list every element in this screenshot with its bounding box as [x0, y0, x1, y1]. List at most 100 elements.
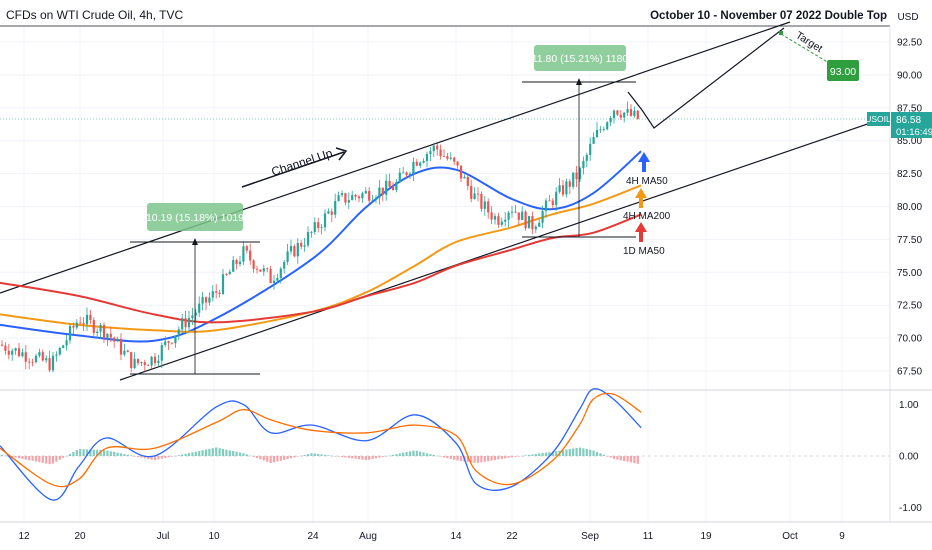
candle — [602, 126, 605, 132]
candle — [24, 344, 27, 370]
candle — [391, 181, 395, 191]
macd-hist-bar — [160, 456, 163, 459]
macd-hist-bar — [123, 454, 126, 456]
candle — [521, 206, 524, 220]
candles — [0, 101, 639, 373]
candle — [408, 171, 412, 179]
candle — [429, 147, 432, 162]
candle — [4, 342, 7, 355]
candle — [286, 243, 289, 265]
candle — [133, 352, 136, 370]
time-tick: 14 — [450, 531, 462, 542]
candle — [470, 179, 473, 203]
macd-hist-bar — [164, 456, 167, 458]
ma200-4h-line — [0, 184, 642, 333]
candle — [456, 161, 459, 169]
candle — [68, 323, 72, 344]
measure-2-label: 11.80 (15.21%) 1180 — [532, 53, 629, 65]
macd-hist-bar — [0, 454, 4, 456]
ma50-1d-annotation[interactable]: 1D MA50 — [623, 222, 665, 257]
price-tick: 77.50 — [897, 235, 922, 246]
macd-hist-bar — [408, 451, 412, 456]
candle — [510, 205, 514, 218]
candle — [191, 307, 194, 325]
candle — [578, 166, 582, 182]
macd-hist-bar — [177, 455, 180, 456]
candle — [283, 260, 286, 274]
time-tick: 20 — [74, 531, 86, 542]
macd-hist-bar — [589, 449, 592, 456]
candle — [565, 178, 568, 198]
macd-hist-bar — [330, 455, 333, 457]
candle — [266, 267, 269, 273]
macd-axis[interactable]: 1.00 0.00 -1.00 — [899, 400, 922, 514]
macd-hist-bar — [113, 451, 116, 456]
candle — [147, 363, 150, 366]
candle — [48, 350, 51, 373]
macd-hist-bar — [487, 456, 490, 462]
macd-hist-bar — [235, 451, 238, 456]
macd-hist-bar — [85, 449, 89, 456]
projection-path[interactable] — [627, 27, 785, 129]
macd-hist-bar — [143, 456, 146, 459]
macd-hist-bar — [225, 449, 228, 456]
macd-hist-bar — [473, 456, 476, 463]
candle — [170, 342, 174, 345]
candle — [269, 265, 272, 284]
macd-hist-bar — [58, 456, 61, 460]
macd-hist-bar — [150, 456, 153, 460]
macd-hist-bar — [446, 456, 449, 459]
measure-1-label: 10.19 (15.18%) 1019 — [146, 212, 244, 224]
candle — [449, 152, 452, 161]
macd-hist-bar — [633, 456, 636, 464]
candle — [575, 165, 578, 188]
candle — [606, 120, 609, 131]
candle — [218, 289, 221, 298]
macd-hist-bar — [65, 455, 68, 457]
macd-hist-bar — [276, 456, 279, 462]
candle — [34, 353, 38, 364]
channel-lower-line[interactable] — [119, 117, 886, 381]
candle — [558, 178, 561, 194]
macd-hist-bar — [442, 456, 446, 458]
candle — [507, 210, 510, 228]
candle — [599, 126, 602, 133]
candle — [425, 151, 429, 168]
macd-hist-bar — [327, 455, 330, 456]
candle — [150, 356, 153, 369]
candle — [589, 137, 592, 161]
candle — [473, 187, 476, 200]
ma50-4h-annotation[interactable]: 4H MA50 — [626, 152, 668, 187]
macd-hist-bar — [595, 451, 599, 456]
candle — [551, 198, 554, 209]
ma200-4h-annotation[interactable]: 4H MA200 — [623, 188, 671, 222]
time-tick: 9 — [839, 531, 845, 542]
channel-upper-line[interactable] — [0, 21, 791, 294]
target-annotation[interactable]: Target 93.00 — [779, 29, 859, 81]
candle — [143, 359, 146, 372]
candle — [351, 190, 354, 201]
macd-hist-bar — [296, 456, 299, 457]
macd-hist-bar — [524, 455, 527, 456]
macd-hist-bar — [82, 449, 85, 456]
time-axis[interactable]: 12 20 Jul 10 24 Aug 14 22 Sep 11 19 Oct 9 — [18, 531, 845, 542]
candle — [109, 326, 112, 343]
macd-hist-bar — [459, 456, 463, 461]
candle — [238, 255, 242, 267]
macd-hist-bar — [300, 455, 303, 457]
candle — [51, 351, 55, 373]
candle — [636, 110, 639, 120]
price-axis[interactable]: 92.50 90.00 87.50 85.00 82.50 80.00 77.50 75.00… — [897, 38, 922, 378]
measure-1[interactable]: 10.19 (15.18%) 1019 — [130, 203, 260, 375]
candle — [65, 334, 68, 351]
measure-2-box — [534, 45, 626, 71]
macd-hist-bar — [419, 451, 422, 456]
macd-hist-bar — [636, 456, 639, 464]
channel-up-annotation[interactable]: Channel Up — [241, 146, 348, 188]
candle — [541, 205, 544, 229]
macd-hist-bar — [561, 450, 565, 456]
macd-hist-bar — [41, 456, 44, 463]
measure-2[interactable]: 11.80 (15.21%) 1180 — [522, 45, 636, 238]
macd-hist-bar — [385, 456, 388, 457]
